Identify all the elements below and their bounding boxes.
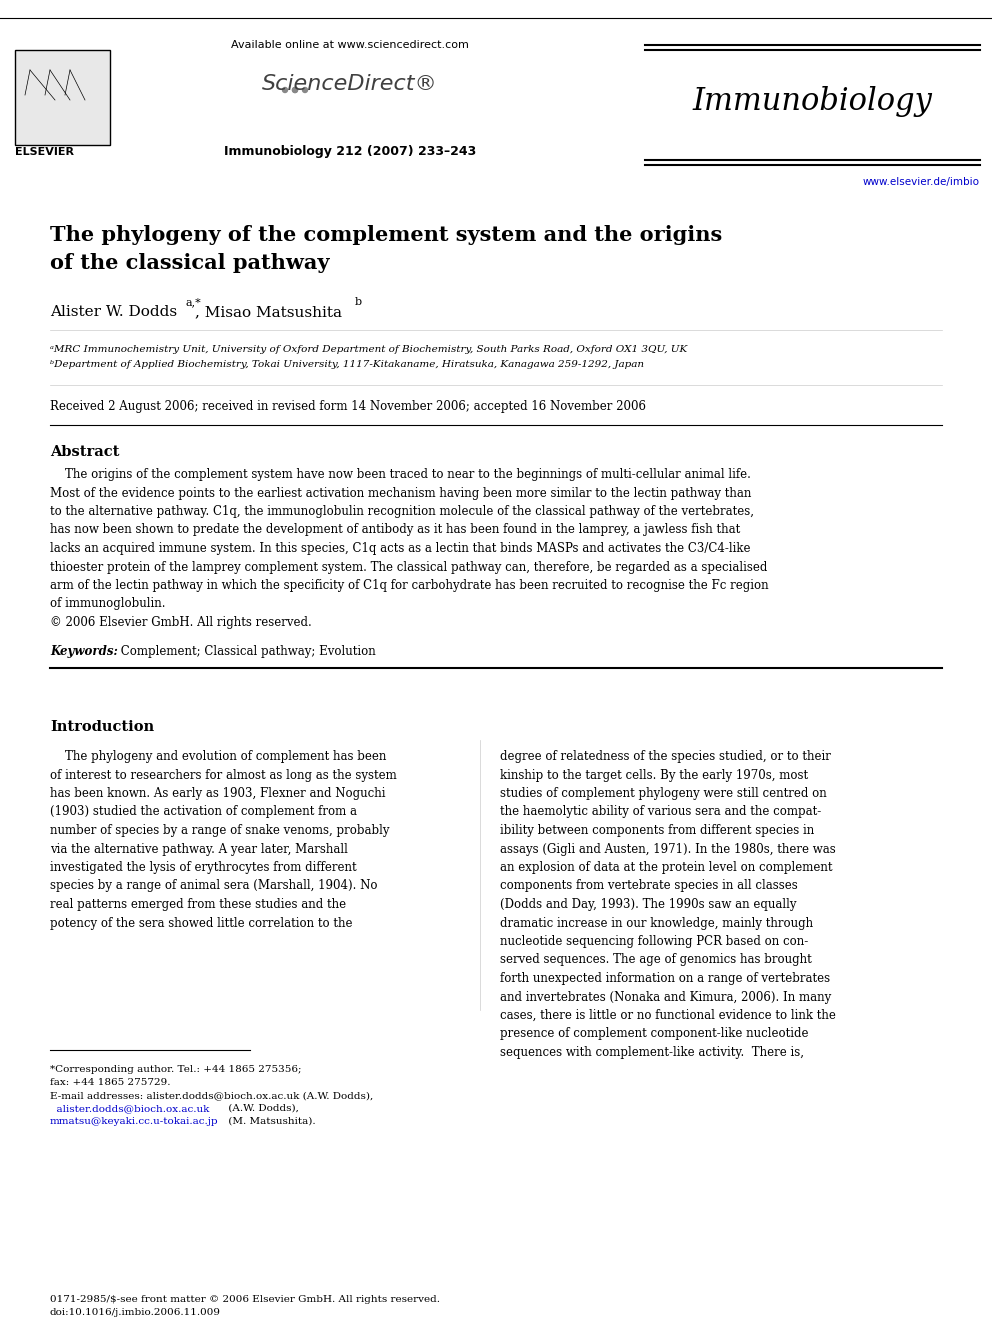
- Text: alister.dodds@bioch.ox.ac.uk: alister.dodds@bioch.ox.ac.uk: [50, 1103, 209, 1113]
- Text: doi:10.1016/j.imbio.2006.11.009: doi:10.1016/j.imbio.2006.11.009: [50, 1308, 221, 1316]
- Text: Immunobiology 212 (2007) 233–243: Immunobiology 212 (2007) 233–243: [224, 146, 476, 157]
- Text: a,*: a,*: [185, 296, 200, 307]
- Text: *Corresponding author. Tel.: +44 1865 275356;: *Corresponding author. Tel.: +44 1865 27…: [50, 1065, 302, 1074]
- Text: Complement; Classical pathway; Evolution: Complement; Classical pathway; Evolution: [117, 646, 376, 658]
- Text: degree of relatedness of the species studied, or to their
kinship to the target : degree of relatedness of the species stu…: [500, 750, 836, 1058]
- Text: mmatsu@keyaki.cc.u-tokai.ac.jp: mmatsu@keyaki.cc.u-tokai.ac.jp: [50, 1117, 218, 1126]
- Text: Alister W. Dodds: Alister W. Dodds: [50, 306, 178, 319]
- Text: Available online at www.sciencedirect.com: Available online at www.sciencedirect.co…: [231, 40, 469, 50]
- Text: E-mail addresses: alister.dodds@bioch.ox.ac.uk (A.W. Dodds),: E-mail addresses: alister.dodds@bioch.ox…: [50, 1091, 373, 1099]
- Text: ᵃMRC Immunochemistry Unit, University of Oxford Department of Biochemistry, Sout: ᵃMRC Immunochemistry Unit, University of…: [50, 345, 687, 355]
- Text: Abstract: Abstract: [50, 445, 119, 459]
- Text: The phylogeny of the complement system and the origins
of the classical pathway: The phylogeny of the complement system a…: [50, 225, 722, 273]
- FancyBboxPatch shape: [15, 50, 110, 146]
- Circle shape: [293, 87, 298, 93]
- Text: , Misao Matsushita: , Misao Matsushita: [195, 306, 342, 319]
- Circle shape: [303, 87, 308, 93]
- Text: (A.W. Dodds),: (A.W. Dodds),: [225, 1103, 299, 1113]
- Text: www.elsevier.de/imbio: www.elsevier.de/imbio: [863, 177, 980, 187]
- Text: Introduction: Introduction: [50, 720, 154, 734]
- Text: fax: +44 1865 275729.: fax: +44 1865 275729.: [50, 1078, 171, 1088]
- Text: ELSEVIER: ELSEVIER: [15, 147, 74, 157]
- Circle shape: [293, 87, 298, 93]
- Text: 0171-2985/$-see front matter © 2006 Elsevier GmbH. All rights reserved.: 0171-2985/$-see front matter © 2006 Else…: [50, 1295, 440, 1304]
- Circle shape: [283, 87, 288, 93]
- Text: ᵇDepartment of Applied Biochemistry, Tokai University, 1117-Kitakaname, Hiratsuk: ᵇDepartment of Applied Biochemistry, Tok…: [50, 360, 644, 369]
- Text: Received 2 August 2006; received in revised form 14 November 2006; accepted 16 N: Received 2 August 2006; received in revi…: [50, 400, 646, 413]
- Text: The phylogeny and evolution of complement has been
of interest to researchers fo: The phylogeny and evolution of complemen…: [50, 750, 397, 930]
- Text: Immunobiology: Immunobiology: [692, 86, 931, 116]
- Text: The origins of the complement system have now been traced to near to the beginni: The origins of the complement system hav…: [50, 468, 769, 628]
- Text: (M. Matsushita).: (M. Matsushita).: [225, 1117, 315, 1126]
- Text: ​Keywords:: ​Keywords:: [50, 646, 118, 658]
- Text: b: b: [355, 296, 362, 307]
- Text: ScienceDirect®: ScienceDirect®: [262, 74, 437, 94]
